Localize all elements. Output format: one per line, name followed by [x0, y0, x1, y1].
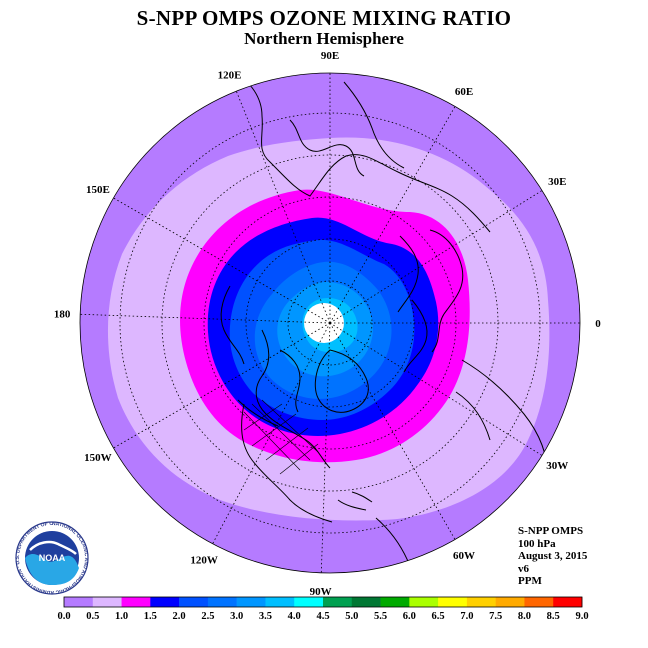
longitude-label: 120W	[190, 555, 218, 567]
logo-text: NOAA	[39, 553, 66, 563]
colorbar-tick-label: 7.5	[489, 611, 502, 622]
longitude-label: 90E	[321, 50, 339, 62]
colorbar-segment	[64, 597, 94, 607]
colorbar-segment	[294, 597, 324, 607]
meridian-line	[320, 322, 331, 573]
longitude-label: 60W	[453, 550, 475, 562]
meridian-line	[329, 322, 543, 456]
colorbar-segment	[150, 597, 180, 607]
colorbar-tick-label: 8.0	[518, 611, 531, 622]
colorbar-tick-label: 6.0	[403, 611, 416, 622]
colorbar-tick-label: 3.0	[230, 611, 243, 622]
colorbar-segment	[380, 597, 410, 607]
longitude-label: 0	[595, 318, 601, 330]
colorbar-tick-label: 1.0	[115, 611, 128, 622]
longitude-label: 60E	[455, 86, 473, 98]
colorbar-tick-label: 4.5	[316, 611, 329, 622]
meridian-line	[329, 190, 543, 324]
longitude-label: 150E	[86, 184, 110, 196]
meridian-line	[235, 91, 331, 324]
info-date: August 3, 2015	[518, 550, 588, 562]
info-level: 100 hPa	[518, 537, 556, 550]
polar-gap	[304, 303, 344, 343]
longitude-label: 30E	[548, 176, 566, 188]
colorbar-frame	[63, 596, 583, 608]
colorbar-segment	[265, 597, 295, 607]
colorbar-segment	[466, 597, 496, 607]
colorbar-tick-label: 9.0	[575, 611, 588, 622]
meridian-line	[80, 313, 331, 324]
meridian-line	[113, 197, 331, 324]
meridian-line	[329, 106, 456, 324]
colorbar-segment	[409, 597, 439, 607]
colorbar-tick-label: 2.5	[201, 611, 214, 622]
map-title: S-NPP OMPS OZONE MIXING RATIO	[136, 6, 512, 30]
colorbar-tick-label: 5.0	[345, 611, 358, 622]
latitude-circle-45	[203, 196, 457, 450]
colorbar-segment	[438, 597, 468, 607]
us-state-lines	[243, 399, 319, 475]
longitude-label: 150W	[84, 452, 112, 464]
colorbar: 0.0 0.5 1.0 1.5 2.0 2.5 3.0 3.5 4.0 4.5 5.0 5.5 6.0 6…	[57, 596, 589, 622]
map-border	[79, 72, 581, 574]
info-units: PPM	[518, 575, 542, 587]
longitude-label: 30W	[546, 460, 568, 472]
colorbar-tick-label: 1.5	[144, 611, 157, 622]
colorbar-segment	[351, 597, 381, 607]
colorbar-segment	[323, 597, 353, 607]
longitude-label: 180	[54, 309, 71, 321]
colorbar-tick-label: 7.0	[460, 611, 473, 622]
colorbar-segment	[121, 597, 151, 607]
colorbar-tick-label: 8.5	[547, 611, 560, 622]
colorbar-tick-label: 5.5	[374, 611, 387, 622]
colorbar-tick-label: 0.5	[86, 611, 99, 622]
colorbar-segment	[179, 597, 209, 607]
latitude-circle-75	[287, 280, 373, 366]
info-panel: S-NPP OMPS 100 hPa August 3, 2015 v6 PPM	[518, 525, 587, 588]
colorbar-tick-label: 3.5	[259, 611, 272, 622]
colorbar-segment	[524, 597, 554, 607]
colorbar-tick-label: 2.0	[173, 611, 186, 622]
colorbar-segment	[553, 597, 583, 607]
meridian-line	[113, 322, 331, 449]
longitude-label: 120E	[218, 70, 242, 82]
noaa-logo: NOAA NATIONAL OCEANIC AND ATMOSPHERIC AD…	[14, 520, 89, 595]
colorbar-tick-label: 0.0	[57, 611, 70, 622]
info-version: v6	[518, 562, 529, 575]
longitude-label: 90W	[310, 586, 332, 598]
info-instrument: S-NPP OMPS	[518, 525, 584, 537]
meridian-line	[329, 322, 456, 540]
colorbar-segment	[92, 597, 122, 607]
map-subtitle: Northern Hemisphere	[244, 29, 404, 48]
colorbar-segment	[495, 597, 525, 607]
latitude-circle-15	[119, 112, 541, 534]
colorbar-tick-label: 6.5	[432, 611, 445, 622]
colorbar-segment	[236, 597, 266, 607]
colorbar-tick-label: 4.0	[288, 611, 301, 622]
colorbar-segment	[207, 597, 237, 607]
meridian-line	[212, 322, 331, 544]
